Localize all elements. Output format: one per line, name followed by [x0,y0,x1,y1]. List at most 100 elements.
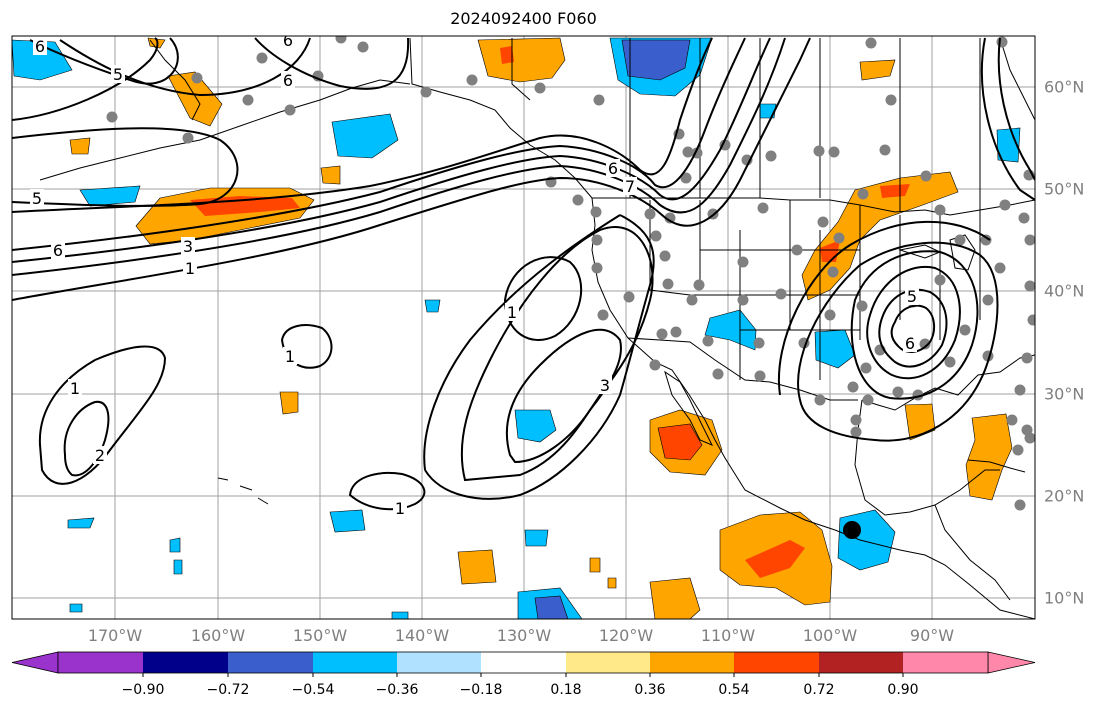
contour-label: 5 [32,189,42,208]
lon-label: 150°W [292,626,348,645]
contour-label-bg [281,71,295,89]
station-dot [982,294,994,306]
lon-label: 160°W [190,626,246,645]
colorbar-tick-label: −0.54 [291,682,335,698]
central-america [934,504,1011,601]
station-dot [420,86,432,98]
colorbar-segment [58,652,143,673]
contour-line [12,37,713,213]
station-dot [1024,280,1035,292]
shaded-fields [12,37,1021,619]
contour-label: 3 [600,376,610,395]
contour-line [850,250,979,400]
station-dot [954,234,966,246]
contour-label-bg [283,347,297,365]
colorbar-segment [228,652,313,673]
station-dot [686,294,698,306]
lat-label: 60°N [1044,77,1085,97]
contour-label-bg [183,259,197,277]
contour-label-bg [68,379,82,397]
station-dot [1014,384,1026,396]
station-dot [682,146,694,158]
contour-label: 6 [905,334,915,353]
station-dot [1024,432,1035,444]
colorbar-tick-label: 0.18 [550,682,582,698]
contour-line [63,400,110,477]
station-dot [753,337,765,349]
station-dot [850,426,862,438]
station-dot [813,145,825,157]
shade-area [965,413,1013,501]
map-title: 2024092400 F060 [450,9,597,28]
colorbar-tick-label: 0.54 [718,682,750,698]
lon-label: 130°W [496,626,552,645]
contour-line [866,265,961,380]
colorbar-segment [313,652,397,673]
colorbar-tick-label: −0.72 [206,682,250,698]
shade-area [457,549,497,585]
contour-lines [12,37,1035,511]
station-dot [656,328,668,340]
station-dot [817,216,829,228]
station-dot [775,288,787,300]
station-dot [1027,314,1035,326]
contour-label-bg [51,241,65,259]
station-dot [1021,352,1033,364]
colorbar [11,651,1036,677]
contour-label-bg [281,36,295,49]
station-dot [680,172,692,184]
station-dot [862,394,874,406]
station-dot [959,324,971,336]
contour-line [254,37,410,90]
shade-area [12,39,73,81]
contour-label: 1 [507,303,517,322]
station-dot [284,104,296,116]
contour-line [980,37,1035,201]
station-dot [534,82,546,94]
station-dot [885,94,897,106]
station-dot [1012,444,1024,456]
contour-label: 6 [608,159,618,178]
contour-line [12,37,786,276]
station-dot [712,368,724,380]
contour-label: 1 [185,259,195,278]
shade-area [331,113,399,159]
contour-label-bg [30,189,44,207]
shade-area [514,409,557,443]
contour-line [423,214,621,471]
station-dot [590,206,602,218]
contour-label-bg [606,159,620,177]
station-dot [737,256,749,268]
station-dot [466,74,478,86]
station-dot [865,37,877,49]
contour-label-bg [505,303,519,321]
station-dot [242,94,254,106]
shade-area [167,71,223,127]
colorbar-extend-low [11,651,59,674]
shade-area [424,299,441,313]
station-dot [664,212,676,224]
station-dot [980,234,992,246]
colorbar-tick-label: 0.72 [803,682,835,698]
contour-label: 7 [625,177,635,196]
station-dot [191,72,203,84]
shade-area [69,603,83,613]
contour-label: 3 [183,237,193,256]
aleutian-islands [39,139,201,181]
station-dot [791,244,803,256]
station-dot [856,300,868,312]
station-dot [737,294,749,306]
colorbar-tick-label: 0.90 [887,682,919,698]
lat-label: 40°N [1044,281,1085,301]
station-dot [934,274,946,286]
station-dot [824,309,836,321]
station-dot [860,362,872,374]
contour-label-bg [393,499,407,517]
contour-label-group: 6566561356761231121156 [30,36,919,518]
map-panel: 6566561356761231121156 [12,36,1035,619]
contour-line [797,241,999,442]
station-dot [994,262,1006,274]
station-dot [920,170,932,182]
contour-line [424,214,655,500]
station-dot [644,208,656,220]
